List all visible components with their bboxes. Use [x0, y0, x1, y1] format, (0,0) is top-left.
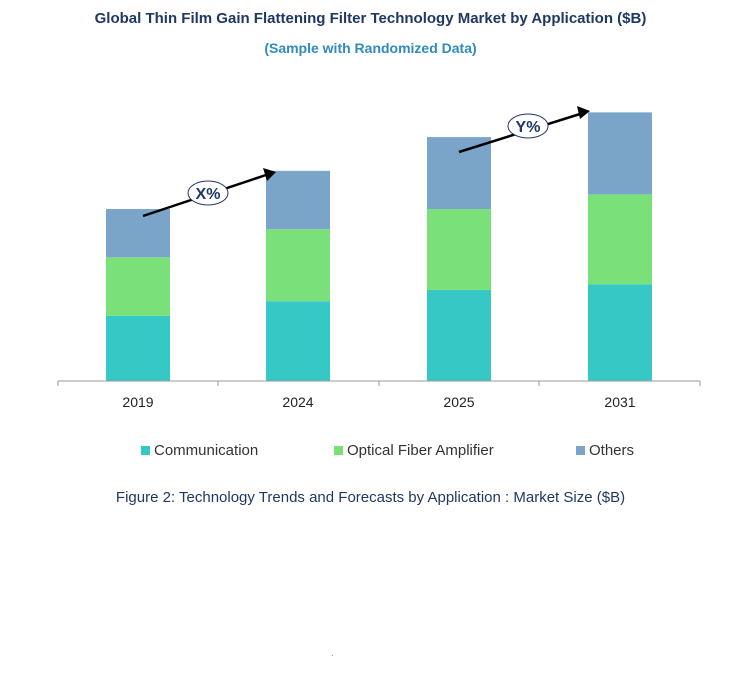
x-tick-label-2025: 2025: [443, 394, 474, 410]
annotation-oval-2: [507, 113, 549, 139]
annotation-oval-1: [187, 180, 229, 206]
bar-2031-optical-fiber-amplifier: [588, 194, 652, 285]
bar-2019-optical-fiber-amplifier: [106, 257, 170, 316]
arrow-head-1: [263, 168, 276, 181]
legend-label-optical-fiber-amplifier: Optical Fiber Amplifier: [347, 442, 494, 459]
x-ticks: 2019 2024 2025 2031: [57, 381, 701, 410]
legend-label-communication: Communication: [154, 442, 259, 459]
legend-swatch-optical-fiber-amplifier: [334, 446, 343, 455]
bar-2019-others: [106, 209, 170, 258]
arrow-head-2: [577, 106, 590, 119]
bars-group: [106, 112, 652, 381]
annotation-label-2: Y%: [516, 119, 541, 136]
legend: Communication Optical Fiber Amplifier Ot…: [0, 442, 741, 462]
bar-2024-others: [266, 170, 330, 230]
bar-2024-communication: [266, 301, 330, 381]
chart-title: Global Thin Film Gain Flattening Filter …: [94, 10, 647, 27]
legend-label-others: Others: [589, 442, 635, 459]
growth-arrow-2: Y%: [458, 106, 590, 154]
annotation-label-1: X%: [196, 186, 221, 203]
bar-2025-communication: [427, 289, 491, 381]
footer-mark: .: [331, 648, 334, 659]
bar-2024-optical-fiber-amplifier: [266, 229, 330, 302]
chart-subtitle: (Sample with Randomized Data): [264, 40, 477, 56]
figure-caption: Figure 2: Technology Trends and Forecast…: [115, 489, 626, 506]
x-tick-label-2019: 2019: [122, 394, 153, 410]
legend-item-others: Others: [576, 442, 634, 459]
legend-item-communication: Communication: [141, 442, 258, 459]
growth-arrow-1: X%: [142, 168, 276, 218]
legend-swatch-communication: [141, 446, 150, 455]
bar-2025-optical-fiber-amplifier: [427, 209, 491, 290]
bar-2031-communication: [588, 284, 652, 381]
bar-2019-communication: [106, 315, 170, 381]
x-tick-label-2031: 2031: [604, 394, 635, 410]
bar-2025-others: [427, 137, 491, 210]
chart-area: 2019 2024 2025 2031 X% Y%: [57, 106, 701, 410]
legend-swatch-others: [576, 446, 585, 455]
legend-item-optical-fiber-amplifier: Optical Fiber Amplifier: [334, 442, 494, 459]
bar-2031-others: [588, 112, 652, 195]
x-tick-label-2024: 2024: [282, 394, 313, 410]
